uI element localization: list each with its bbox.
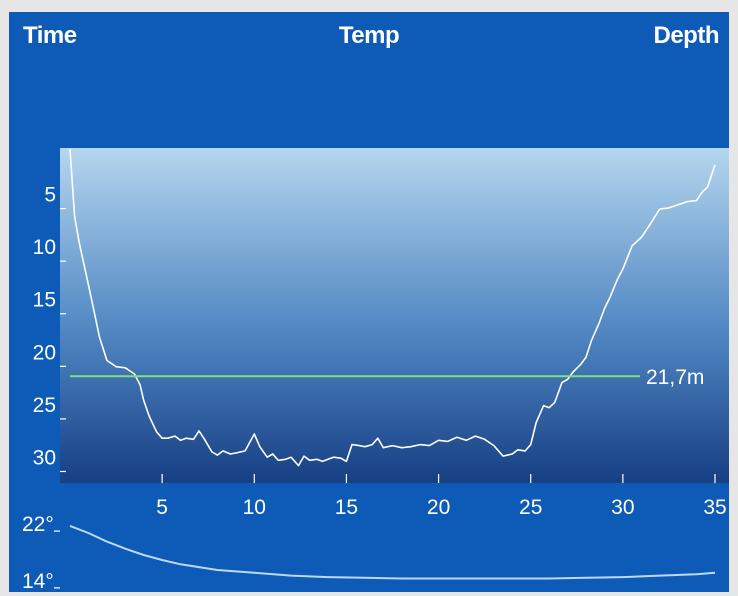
depth-y-tick-label: 30 — [33, 446, 56, 469]
temp-y-tick-label: 14° — [22, 570, 54, 592]
depth-plot-area — [60, 148, 729, 483]
depth-y-tick-label: 25 — [33, 394, 56, 417]
x-tick-label: 10 — [243, 496, 266, 519]
temp-header: Temp — [338, 22, 400, 49]
dive-chart: 5 10 15 20 25 30 5 10 15 20 25 30 35 21,7m 22° 14° — [22, 148, 729, 592]
x-tick-label: 25 — [519, 496, 542, 519]
temp-y-tick-label: 22° — [22, 513, 54, 536]
x-tick-label: 15 — [335, 496, 358, 519]
depth-x-axis: 5 10 15 20 25 30 35 — [156, 474, 727, 519]
x-tick-label: 35 — [703, 496, 726, 519]
x-tick-label: 20 — [427, 496, 450, 519]
max-depth-label: 21,7m — [646, 366, 704, 389]
depth-y-axis: 5 10 15 20 25 30 — [33, 184, 66, 473]
dive-profile-panel: Time Temp Depth 5 10 15 20 25 30 5 10 15 20 25 30 3… — [9, 12, 729, 592]
depth-y-tick-label: 20 — [33, 341, 56, 364]
temp-y-axis: 22° 14° — [22, 513, 60, 592]
time-header: Time — [23, 22, 77, 49]
depth-y-tick-label: 15 — [33, 289, 56, 312]
x-tick-label: 5 — [156, 496, 168, 519]
temperature-line — [69, 524, 716, 580]
depth-profile-line — [69, 149, 716, 467]
depth-y-tick-label: 5 — [44, 184, 56, 207]
depth-y-tick-label: 10 — [33, 236, 56, 259]
x-tick-label: 30 — [611, 496, 634, 519]
depth-header: Depth — [653, 22, 720, 49]
